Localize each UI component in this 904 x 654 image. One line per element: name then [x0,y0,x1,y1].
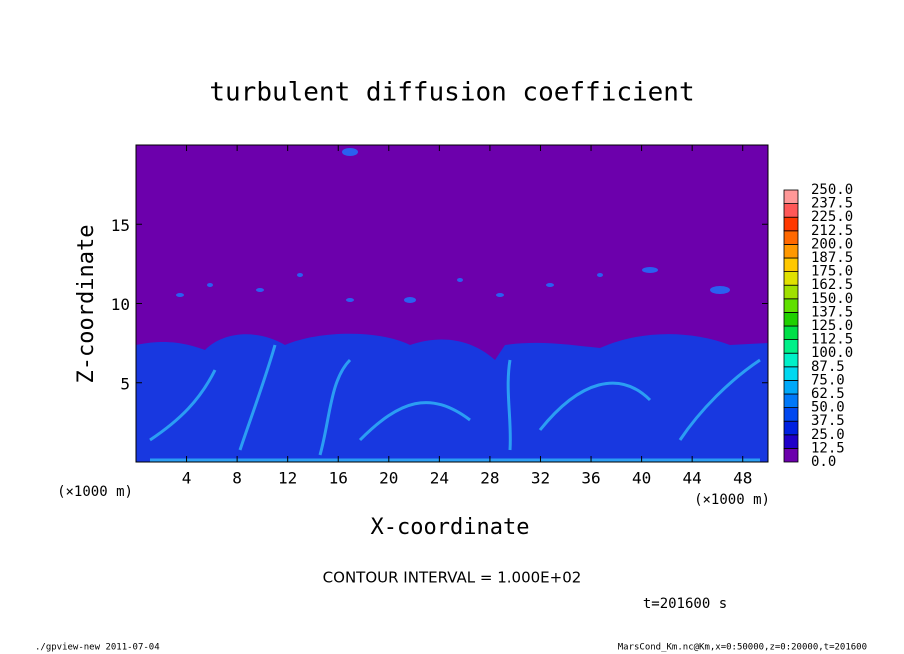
y-axis-label: Z-coordinate [74,225,99,384]
colorbar-label: 187.5 [811,250,853,266]
x-tick-label: 8 [232,469,242,488]
y-tick-label: 15 [111,216,130,235]
colorbar-label: 150.0 [811,291,853,307]
colorbar-swatch [783,420,799,436]
x-tick-label: 20 [379,469,398,488]
contour-interval: CONTOUR INTERVAL = 1.000E+02 [323,569,582,587]
colorbar-label: 87.5 [811,359,845,375]
colorbar-swatch [783,407,799,422]
colorbar-label: 12.5 [811,440,845,456]
colorbar-label: 200.0 [811,236,853,252]
colorbar-label: 175.0 [811,264,853,280]
colorbar-swatch [783,284,799,300]
colorbar-swatch [783,271,799,286]
x-axis-label: X-coordinate [371,515,530,540]
colorbar-label: 237.5 [811,196,853,212]
footer-left: ./gpview-new 2011-07-04 [35,643,160,653]
field [136,145,768,462]
colorbar-swatch [783,352,799,368]
footer-right: MarsCond_Km.nc@Km,x=0:50000,z=0:20000,t=… [618,643,867,653]
y-tick-label: 5 [120,374,130,393]
colorbar-label: 25.0 [811,427,845,443]
colorbar-label: 250.0 [811,182,853,198]
y-tick-label: 10 [111,295,130,314]
x-tick-label: 36 [581,469,600,488]
colorbar-swatch [783,189,799,205]
x-tick-label: 32 [531,469,550,488]
x-tick-label: 48 [733,469,752,488]
colorbar-label: 212.5 [811,223,853,239]
colorbar-swatch [783,434,799,449]
colorbar-label: 137.5 [811,304,853,320]
colorbar-swatch [783,203,799,218]
x-unit: (×1000 m) [694,492,770,508]
x-tick-label: 40 [632,469,651,488]
colorbar-swatch [783,379,799,395]
colorbar-label: 100.0 [811,345,853,361]
colorbar-label: 62.5 [811,386,845,402]
x-tick-label: 12 [278,469,297,488]
colorbar-label: 37.5 [811,413,845,429]
colorbar-label: 0.0 [811,454,836,470]
colorbar-swatch [783,298,799,313]
colorbar-swatch [783,339,799,354]
colorbar-label: 125.0 [811,318,853,334]
chart-title: turbulent diffusion coefficient [209,78,694,108]
colorbar-swatch [783,366,799,381]
x-tick-label: 4 [182,469,192,488]
colorbar-label: 50.0 [811,400,845,416]
colorbar-swatch [783,311,799,327]
x-tick-label: 16 [329,469,348,488]
colorbar-label: 75.0 [811,372,845,388]
colorbar-swatch [783,216,799,232]
x-unit: (×1000 m) [57,484,133,500]
colorbar-label: 225.0 [811,209,853,225]
colorbar-swatch [783,393,799,409]
colorbar-label: 112.5 [811,332,853,348]
colorbar-label: 162.5 [811,277,853,293]
x-tick-label: 28 [480,469,499,488]
colorbar-swatch [783,447,799,463]
colorbar-swatch [783,257,799,273]
x-tick-label: 44 [683,469,702,488]
colorbar-swatch [783,243,799,259]
time-label: t=201600 s [643,596,727,612]
x-tick-label: 24 [430,469,449,488]
colorbar-swatch [783,325,799,341]
colorbar-swatch [783,230,799,245]
